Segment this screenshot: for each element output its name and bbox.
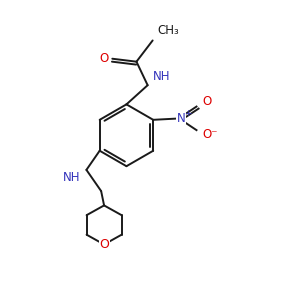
Text: O: O [99, 238, 109, 251]
Text: +: + [184, 109, 191, 118]
Text: N: N [177, 112, 186, 125]
Text: NH: NH [153, 70, 170, 83]
Text: O⁻: O⁻ [202, 128, 218, 141]
Text: CH₃: CH₃ [157, 24, 179, 37]
Text: O: O [202, 95, 211, 108]
Text: O: O [99, 52, 108, 64]
Text: NH: NH [62, 171, 80, 184]
